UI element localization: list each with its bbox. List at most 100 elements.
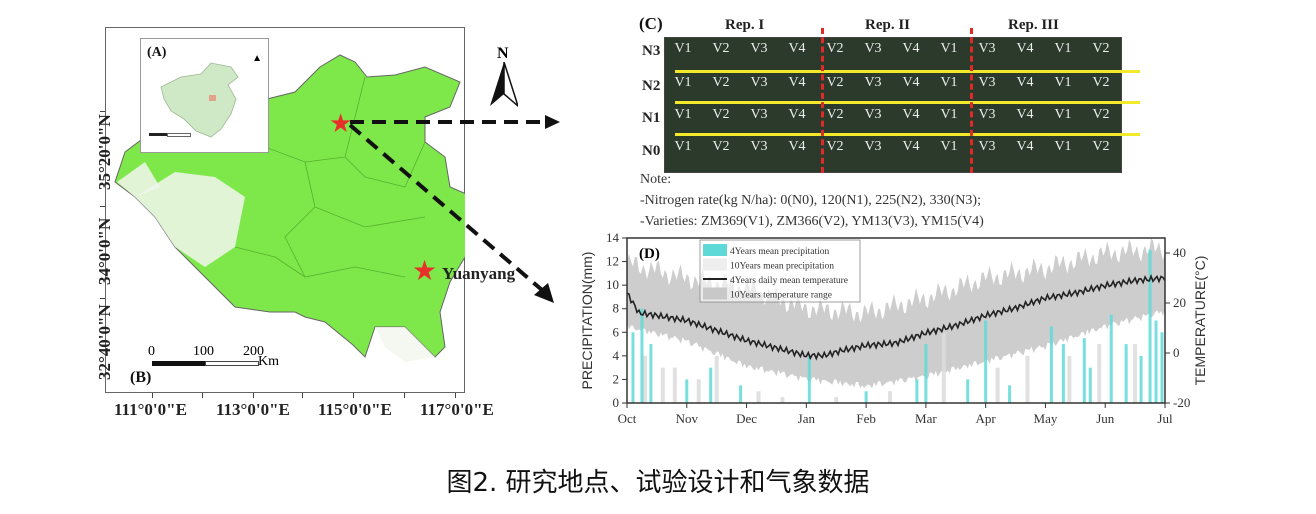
precip-bar (1109, 314, 1113, 403)
row-label-n3: N3 (642, 43, 661, 59)
x-tick-label: Dec (736, 411, 757, 426)
scale-bar-white (205, 361, 259, 366)
x-tick-label: Jul (1157, 411, 1173, 426)
plot-n0-12: V2 (1092, 139, 1110, 154)
plot-n0-8: V1 (940, 139, 958, 154)
plot-n1-7: V4 (902, 107, 920, 122)
precip-bar (941, 332, 946, 403)
x-tick-label: Mar (915, 411, 937, 426)
legend-swatch (703, 258, 727, 271)
arrow-head-d (534, 283, 554, 303)
lat-label-34-0: 34°0'0"N (95, 217, 114, 285)
arrow-to-panel-d (348, 123, 544, 292)
plot-n0-4: V4 (788, 139, 806, 154)
precip-bar (995, 367, 1000, 403)
north-arrow-icon (490, 62, 518, 107)
precip-bar (1139, 355, 1143, 403)
panel-a-label: (A) (147, 45, 167, 60)
lat-label-32-40: 32°40'0"N (95, 304, 114, 380)
legend-label: 4Years mean precipitation (730, 247, 830, 257)
y-tick-label: 8 (613, 301, 620, 316)
precip-bar (924, 344, 928, 403)
precip-bar (984, 320, 988, 403)
panel-d-label: (D) (639, 246, 660, 262)
plot-n2-2: V2 (712, 75, 730, 90)
scale-label-100: 100 (193, 344, 214, 359)
plot-n0-2: V2 (712, 139, 730, 154)
x-tick-label: Apr (976, 411, 997, 426)
yuanyang-star-icon: ★ (412, 256, 438, 287)
plot-n2-7: V4 (902, 75, 920, 90)
plot-n2-9: V3 (978, 75, 996, 90)
plot-n2-8: V1 (940, 75, 958, 90)
plot-n1-11: V1 (1054, 107, 1072, 122)
temperature-line-path (626, 274, 1166, 361)
plot-n0-6: V3 (864, 139, 882, 154)
plot-n2-10: V4 (1016, 75, 1034, 90)
precip-bar (660, 367, 665, 403)
note-title: Note: (640, 172, 672, 187)
plot-n1-9: V3 (978, 107, 996, 122)
plot-n1-4: V4 (788, 107, 806, 122)
precip-bar (1061, 344, 1065, 403)
x-tick-label: Oct (618, 411, 637, 426)
legend-swatch (703, 287, 727, 300)
precip-bar (672, 367, 677, 403)
chart-legend: 4Years mean precipitation 10Years mean pr… (699, 239, 861, 303)
county-boundaries (234, 76, 426, 278)
precip-bar (780, 397, 785, 403)
field-photo (664, 37, 1122, 173)
plot-n0-11: V1 (1054, 139, 1072, 154)
south-white-area (375, 327, 435, 362)
plot-n1-3: V3 (750, 107, 768, 122)
note-nitrogen: -Nitrogen rate(kg N/ha): 0(N0), 120(N1),… (640, 193, 981, 208)
precip-bar (756, 391, 761, 403)
precip-bar (1082, 338, 1086, 403)
red-rep-divider-2 (970, 28, 973, 173)
plot-n2-5: V2 (826, 75, 844, 90)
temperature-line (626, 274, 1166, 361)
plot-n3-5: V2 (826, 41, 844, 56)
mountain-area-west (117, 162, 160, 197)
y2-tick-label: -20 (1173, 395, 1190, 410)
precip-bar (649, 344, 653, 403)
yellow-divider-1 (675, 70, 1140, 73)
y2-tick-label: 20 (1173, 295, 1186, 310)
plot-n2-1: V1 (674, 75, 692, 90)
plot-n3-3: V3 (750, 41, 768, 56)
precip-bar (714, 355, 719, 403)
plot-n3-11: V1 (1054, 41, 1072, 56)
site-star-icon: ★ (329, 109, 353, 138)
x-tick-label: Feb (856, 411, 876, 426)
row-label-n2: N2 (642, 78, 661, 94)
rep-label-2: Rep. II (865, 17, 911, 33)
precip-bar (888, 391, 893, 403)
plot-n1-1: V1 (674, 107, 692, 122)
plot-n3-9: V3 (978, 41, 996, 56)
legend-label: 10Years mean precipitation (730, 262, 834, 272)
plot-n3-2: V2 (712, 41, 730, 56)
y2-axis-title: TEMPERATURE(°C) (1192, 256, 1208, 386)
yellow-divider-2 (675, 101, 1140, 104)
legend-label: 10Years temperature range (730, 291, 832, 301)
precip-bar (1097, 344, 1102, 403)
precip-bar (1133, 344, 1138, 403)
precip-bar (631, 332, 635, 403)
plot-n1-5: V2 (826, 107, 844, 122)
note-varieties: -Varieties: ZM369(V1), ZM366(V2), YM13(V… (640, 214, 984, 229)
y2-tick-label: 40 (1173, 245, 1186, 260)
row-label-n1: N1 (642, 110, 661, 126)
plot-n3-7: V4 (902, 41, 920, 56)
precip-bar (966, 379, 970, 403)
plot-n3-8: V1 (940, 41, 958, 56)
precip-bar (685, 379, 689, 403)
lat-label-35-20: 35°20'0"N (95, 114, 114, 190)
x-tick-label: Nov (676, 411, 699, 426)
precip-bar (1067, 355, 1072, 403)
scale-unit: Km (258, 354, 279, 369)
precip-bar (1148, 249, 1152, 403)
x-tick-label: May (1034, 411, 1058, 426)
y2-tick-label: 0 (1173, 345, 1180, 360)
china-inset-map: (A) ▲ (140, 38, 269, 153)
plot-n1-2: V2 (712, 107, 730, 122)
